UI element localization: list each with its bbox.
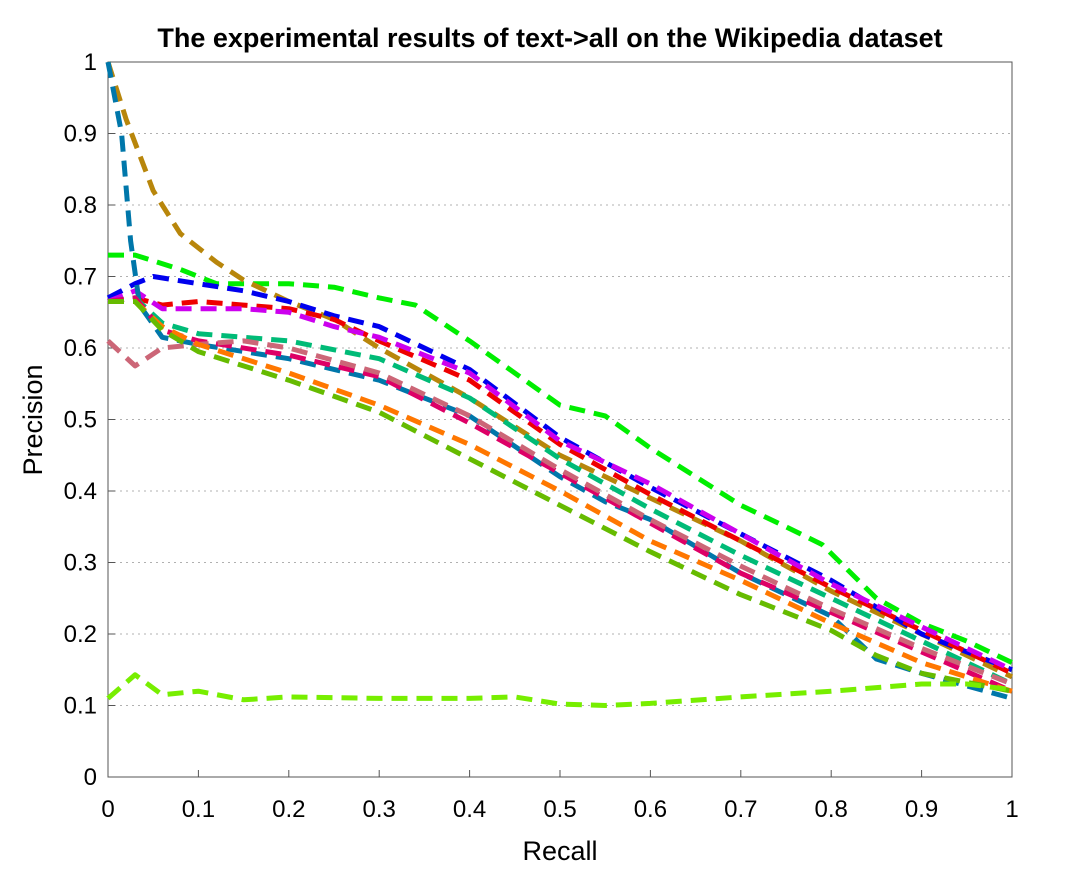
y-tick-label: 0.5 (64, 407, 97, 434)
y-axis-label: Precision (18, 364, 48, 475)
series-line-6 (105, 61, 1013, 701)
series-line-12 (106, 672, 1013, 708)
x-tick-label: 0.3 (363, 796, 396, 823)
x-tick-label: 0.1 (182, 796, 215, 823)
y-tick-label: 1 (84, 49, 97, 76)
series-line-7 (107, 295, 1014, 687)
y-tick-label: 0.9 (64, 121, 97, 148)
x-tick-label: 1 (1005, 796, 1018, 823)
series-line-4 (107, 295, 1014, 676)
y-tick-label: 0.4 (64, 478, 97, 505)
series-line-2 (105, 61, 1014, 680)
x-tick-label: 0.5 (543, 796, 576, 823)
x-tick-label: 0.9 (905, 796, 938, 823)
series-line-11 (108, 299, 1013, 694)
x-axis-label: Recall (522, 836, 597, 866)
x-tick-label: 0.7 (724, 796, 757, 823)
x-tick-label: 0 (101, 796, 114, 823)
series-lines (105, 61, 1014, 708)
x-tick-label: 0.4 (453, 796, 486, 823)
x-tick-label: 0.6 (634, 796, 667, 823)
axis-ticks: 0 0.1 0.2 0.3 0.4 0.5 0.6 0.7 0.8 0.9 1 0 0.1 0.2 0.3 0… (64, 49, 1019, 823)
series-line-8 (107, 295, 1013, 694)
series-line-9 (106, 338, 1013, 687)
y-tick-label: 0.7 (64, 264, 97, 291)
x-tick-label: 0.2 (272, 796, 305, 823)
y-tick-label: 0.6 (64, 335, 97, 362)
y-tick-label: 0.1 (64, 693, 97, 720)
y-tick-label: 0 (84, 764, 97, 791)
y-tick-label: 0.3 (64, 550, 97, 577)
series-line-3 (106, 274, 1013, 673)
series-line-5 (107, 288, 1014, 673)
grid-lines (108, 133, 1012, 706)
chart-title: The experimental results of text->all on… (157, 23, 942, 53)
x-tick-label: 0.8 (815, 796, 848, 823)
y-tick-label: 0.2 (64, 621, 97, 648)
y-tick-label: 0.8 (64, 192, 97, 219)
series-line-1 (108, 252, 1014, 665)
